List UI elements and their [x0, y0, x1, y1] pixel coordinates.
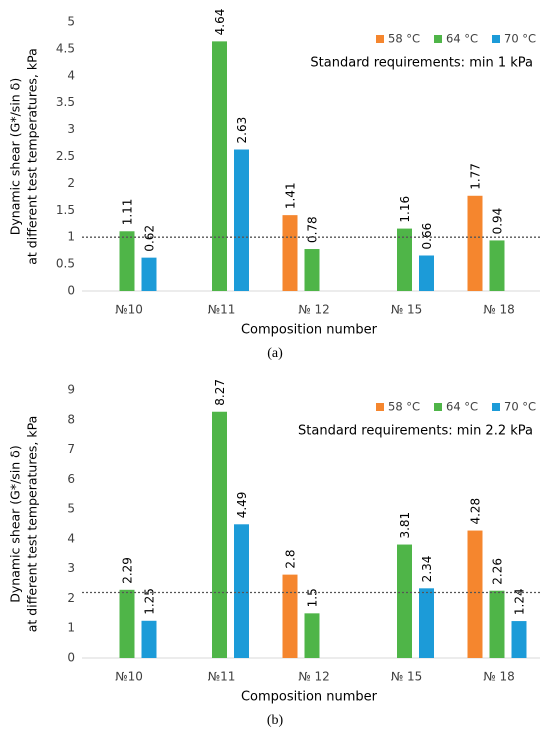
legend-label: 64 °C	[446, 32, 478, 46]
legend-swatch	[492, 403, 500, 411]
y-tick-label: 6	[67, 472, 75, 486]
bar	[511, 621, 527, 658]
x-tick-label: №10	[115, 670, 143, 684]
bar	[419, 588, 434, 658]
x-tick-label: № 18	[483, 670, 515, 684]
y-tick-label: 1	[67, 230, 75, 244]
y-tick-label: 4.5	[56, 41, 75, 55]
legend-label: 64 °C	[446, 400, 478, 414]
bar	[419, 255, 434, 291]
data-label: 1.11	[121, 199, 135, 226]
data-label: 1.77	[469, 163, 483, 190]
bar	[304, 613, 320, 658]
y-tick-label: 4	[67, 68, 75, 82]
y-axis-title: Dynamic shear (G*/sin δ)	[8, 78, 23, 235]
y-tick-label: 2.5	[56, 149, 75, 163]
y-axis-title: at different test temperatures, kPa	[25, 416, 40, 632]
y-tick-label: 1.5	[56, 203, 75, 217]
annotation: Standard requirements: min 1 kPa	[310, 56, 533, 71]
y-tick-label: 3.5	[56, 95, 75, 109]
data-label: 0.78	[306, 216, 320, 243]
y-tick-label: 0.5	[56, 257, 75, 271]
bar	[397, 228, 412, 291]
data-label: 0.94	[491, 208, 505, 235]
bar	[234, 524, 249, 658]
x-axis-title: Composition number	[241, 690, 378, 705]
caption: (a)	[267, 346, 283, 361]
x-tick-label: №11	[208, 670, 236, 684]
data-label: 0.62	[143, 225, 157, 252]
y-tick-label: 1	[67, 621, 75, 635]
legend-swatch	[376, 403, 384, 411]
data-label: 1.25	[143, 588, 157, 615]
x-tick-label: № 12	[298, 303, 330, 317]
legend-label: 70 °C	[504, 400, 536, 414]
bar	[282, 215, 298, 291]
y-tick-label: 5	[67, 15, 75, 29]
data-label: 0.66	[420, 223, 434, 250]
x-axis-title: Composition number	[241, 323, 378, 338]
bar	[489, 590, 505, 658]
data-label: 2.34	[420, 556, 434, 583]
bar	[282, 574, 298, 658]
y-tick-label: 7	[67, 442, 75, 456]
data-label: 4.28	[469, 498, 483, 525]
y-tick-label: 4	[67, 531, 75, 545]
x-tick-label: № 15	[391, 670, 423, 684]
y-tick-label: 2	[67, 591, 75, 605]
data-label: 3.81	[398, 512, 412, 539]
data-label: 2.26	[491, 558, 505, 585]
data-label: 4.49	[235, 492, 249, 519]
legend-label: 58 °C	[388, 32, 420, 46]
y-tick-label: 3	[67, 122, 75, 136]
y-tick-label: 5	[67, 502, 75, 516]
data-label: 2.8	[284, 550, 298, 569]
legend-label: 70 °C	[504, 32, 536, 46]
bar	[489, 240, 505, 291]
data-label: 1.16	[398, 196, 412, 223]
bar	[467, 530, 483, 658]
bar	[212, 411, 227, 658]
bar	[119, 231, 135, 291]
x-tick-label: №11	[208, 303, 236, 317]
x-tick-label: № 18	[483, 303, 515, 317]
x-tick-label: № 15	[391, 303, 423, 317]
bar	[304, 249, 320, 291]
annotation: Standard requirements: min 2.2 kPa	[298, 424, 533, 439]
legend-swatch	[434, 35, 442, 43]
caption: (b)	[267, 713, 284, 728]
y-tick-label: 0	[67, 284, 75, 298]
bar	[234, 149, 249, 291]
y-tick-label: 3	[67, 561, 75, 575]
y-axis-title: Dynamic shear (G*/sin δ)	[8, 445, 23, 602]
bar	[212, 41, 227, 292]
bar	[141, 257, 157, 291]
bar	[119, 589, 135, 658]
y-axis-title: at different test temperatures, kPa	[25, 48, 40, 264]
bar	[397, 544, 412, 658]
legend-swatch	[492, 35, 500, 43]
bar	[467, 195, 483, 291]
bar	[141, 620, 157, 658]
data-label: 2.29	[121, 557, 135, 584]
data-label: 1.24	[513, 588, 527, 615]
legend-swatch	[434, 403, 442, 411]
y-tick-label: 2	[67, 176, 75, 190]
y-tick-label: 8	[67, 412, 75, 426]
data-label: 2.63	[235, 117, 249, 144]
data-label: 4.64	[213, 9, 227, 36]
x-tick-label: № 12	[298, 670, 330, 684]
y-tick-label: 0	[67, 651, 75, 665]
y-tick-label: 9	[67, 383, 75, 397]
data-label: 1.5	[306, 588, 320, 607]
legend-swatch	[376, 35, 384, 43]
data-label: 1.41	[284, 182, 298, 209]
legend-label: 58 °C	[388, 400, 420, 414]
x-tick-label: №10	[115, 303, 143, 317]
data-label: 8.27	[213, 379, 227, 406]
